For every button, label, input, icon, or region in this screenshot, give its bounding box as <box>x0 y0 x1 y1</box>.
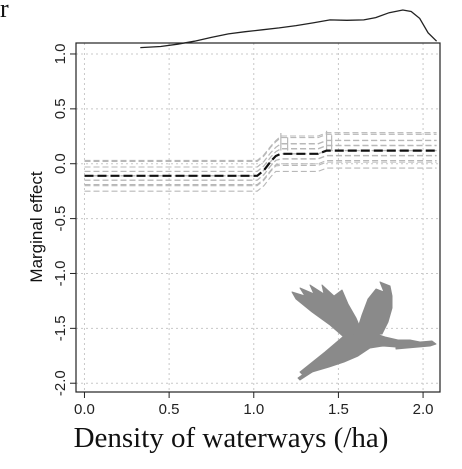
y-tick-label: -2.0 <box>52 370 69 396</box>
y-axis-ticks: 1.0 0.5 0.0 -0.5 -1.0 -1.5 -2.0 <box>52 44 76 396</box>
x-tick-label: 2.0 <box>413 401 434 418</box>
ensemble-line <box>84 161 437 187</box>
mean-line <box>84 149 437 177</box>
y-tick-label: -0.5 <box>52 206 69 232</box>
cropped-text-fragment: r <box>0 0 9 23</box>
ensemble-line <box>84 167 437 192</box>
x-axis-label: Density of waterways (/ha) <box>73 422 389 454</box>
ensemble-line <box>84 154 437 181</box>
ensemble-line <box>84 145 437 172</box>
ensemble-line <box>84 133 437 163</box>
ensemble-line <box>84 140 437 168</box>
ensemble-line <box>84 139 437 168</box>
grid-lines <box>76 43 440 392</box>
x-axis-ticks: 0.0 0.5 1.0 1.5 2.0 <box>74 392 433 418</box>
x-tick-label: 0.0 <box>74 401 95 418</box>
y-tick-label: 0.5 <box>52 98 69 119</box>
x-tick-label: 0.5 <box>159 401 180 418</box>
crane-wing-front-icon <box>355 281 393 335</box>
ensemble-line <box>84 144 437 172</box>
crane-silhouette <box>291 281 437 381</box>
density-line <box>140 9 438 49</box>
uncertainty-band <box>84 130 437 192</box>
ensemble-line <box>84 159 437 186</box>
y-tick-label: 0.0 <box>52 153 69 174</box>
crane-neck-icon <box>395 340 437 350</box>
y-tick-label: -1.5 <box>52 315 69 341</box>
y-tick-label: 1.0 <box>52 44 69 65</box>
y-axis-label: Marginal effect <box>27 171 46 282</box>
plot-frame <box>75 42 441 393</box>
y-tick-label: -1.0 <box>52 261 69 287</box>
x-tick-label: 1.0 <box>243 401 264 418</box>
ensemble-line <box>84 132 437 161</box>
mean-effect-line <box>84 149 437 177</box>
crane-leg-icon <box>297 364 321 381</box>
crane-body-icon <box>299 329 421 377</box>
crane-wing-back-icon <box>291 284 363 339</box>
x-tick-label: 1.5 <box>328 401 349 418</box>
density-rug-curve <box>140 9 438 49</box>
